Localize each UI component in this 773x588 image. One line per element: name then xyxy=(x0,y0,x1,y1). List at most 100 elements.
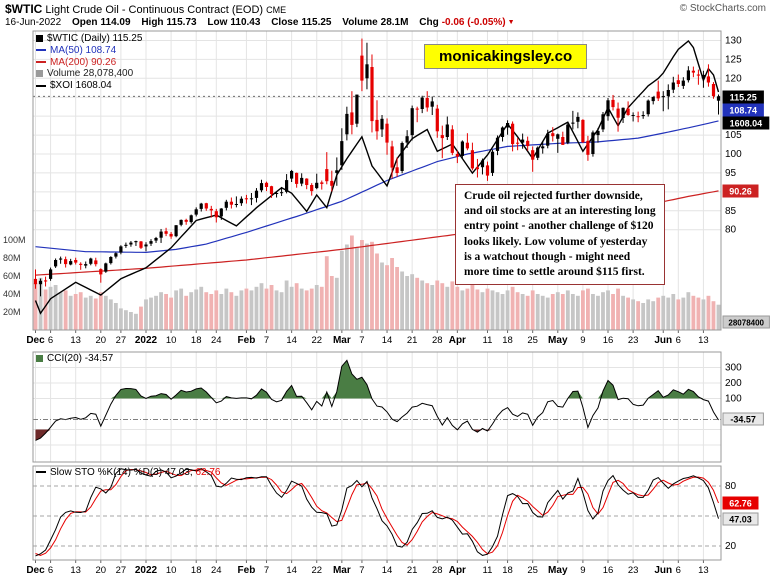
panel-border xyxy=(32,465,722,561)
candle-body xyxy=(586,140,590,155)
volume-bar xyxy=(540,295,545,330)
candle-body xyxy=(239,198,243,204)
volume-bar xyxy=(304,290,309,330)
candle-body xyxy=(109,257,113,264)
candle-body xyxy=(259,183,264,191)
sto-axis-label: 20 xyxy=(725,541,737,552)
candle-body xyxy=(234,204,238,205)
open-label: Open xyxy=(71,17,98,28)
candle-body xyxy=(305,178,309,185)
volume-bar xyxy=(575,295,580,330)
volume-bar xyxy=(38,277,43,330)
candle-body xyxy=(450,129,454,153)
volume-bar xyxy=(475,289,480,330)
candle-body xyxy=(646,100,650,115)
candle-body xyxy=(315,182,319,189)
volume-bar xyxy=(144,299,148,330)
candle-body xyxy=(531,150,535,160)
volume-axis-label: 100M xyxy=(3,235,26,245)
price-axis-label: 125 xyxy=(725,54,742,65)
volume-bar xyxy=(68,295,73,330)
candle-body xyxy=(465,142,469,149)
axis-badge xyxy=(722,116,770,130)
candle-body xyxy=(516,142,520,144)
candle-body xyxy=(696,74,700,76)
x-axis-label: 7 xyxy=(359,565,364,576)
volume-axis-label: 80M xyxy=(3,253,21,263)
sto-axis-label: 80 xyxy=(725,481,737,492)
volume-bar xyxy=(113,303,118,330)
cci-axis-label: 100 xyxy=(725,394,742,405)
annotation-line: looks likely. Low volume of yesterday xyxy=(464,235,648,248)
x-axis-label: 10 xyxy=(166,335,177,346)
main-chart-legend: $WTIC (Daily) 115.25 MA(50) 108.74 MA(20… xyxy=(36,33,142,92)
wtic-swatch-icon xyxy=(36,34,43,42)
candle-body xyxy=(641,115,645,117)
volume-bar xyxy=(696,297,701,330)
x-axis-label: 7 xyxy=(359,335,364,346)
candle-body xyxy=(681,80,685,86)
change-down-arrow-icon: ▼ xyxy=(507,19,515,26)
volume-bar xyxy=(134,313,138,330)
candle-body xyxy=(556,134,560,139)
x-axis-label: 18 xyxy=(191,335,202,346)
volume-bar xyxy=(490,290,495,330)
candle-body xyxy=(54,260,58,267)
volume-bar xyxy=(149,297,153,330)
panel-border xyxy=(32,351,722,463)
candle-body xyxy=(320,182,324,184)
volume-bar xyxy=(365,243,369,330)
copyright: © StockCharts.com xyxy=(679,3,766,14)
axis-badge-label: 47.03 xyxy=(729,515,752,525)
candle-body xyxy=(541,146,545,149)
volume-bar xyxy=(123,310,128,330)
x-axis-label: 21 xyxy=(407,335,418,346)
close-value: 115.25 xyxy=(301,17,332,28)
candle-body xyxy=(144,244,148,247)
x-axis-label: 2022 xyxy=(135,565,158,576)
volume-bar xyxy=(470,285,475,330)
volume-bar xyxy=(505,290,510,330)
sto-swatch-icon xyxy=(36,471,46,474)
price-axis-label: 85 xyxy=(725,206,737,217)
volume-bar xyxy=(339,250,344,330)
volume-bar xyxy=(33,283,38,330)
xoi-line xyxy=(34,39,720,315)
axis-badge xyxy=(722,512,759,526)
candle-body xyxy=(174,225,178,237)
candle-body xyxy=(621,107,625,118)
volume-bar xyxy=(174,290,179,330)
candle-body xyxy=(435,108,439,132)
volume-bar xyxy=(93,298,98,330)
volume-bar xyxy=(535,294,540,330)
candle-body xyxy=(430,101,434,107)
volume-bar xyxy=(500,294,505,330)
candle-body xyxy=(676,80,680,84)
volume-bar xyxy=(274,290,279,330)
volume-bar xyxy=(570,294,575,330)
x-axis-label: 13 xyxy=(698,565,709,576)
candle-body xyxy=(701,74,705,79)
axis-badge xyxy=(722,496,759,510)
volume-bar xyxy=(88,295,93,330)
axis-badge-label: 90.26 xyxy=(729,187,752,197)
volume-bar xyxy=(164,294,168,330)
volume-bar xyxy=(716,304,721,330)
candle-body xyxy=(134,241,138,243)
volume-bar xyxy=(73,294,78,330)
candle-body xyxy=(511,123,515,145)
axis-badge-label: 28078400 xyxy=(728,319,764,328)
volume-bar xyxy=(159,292,163,330)
volume-bar xyxy=(656,297,661,330)
candle-body xyxy=(576,116,580,122)
candle-body xyxy=(581,119,585,143)
candle-body xyxy=(295,172,299,184)
candle-body xyxy=(410,108,414,136)
cci-line xyxy=(35,359,719,441)
x-axis-label: Apr xyxy=(449,565,466,576)
x-axis-label: 6 xyxy=(676,565,681,576)
candle-body xyxy=(470,150,474,169)
low-value: 110.43 xyxy=(230,17,261,28)
xoi-swatch-icon xyxy=(36,84,46,87)
candle-body xyxy=(566,124,570,143)
